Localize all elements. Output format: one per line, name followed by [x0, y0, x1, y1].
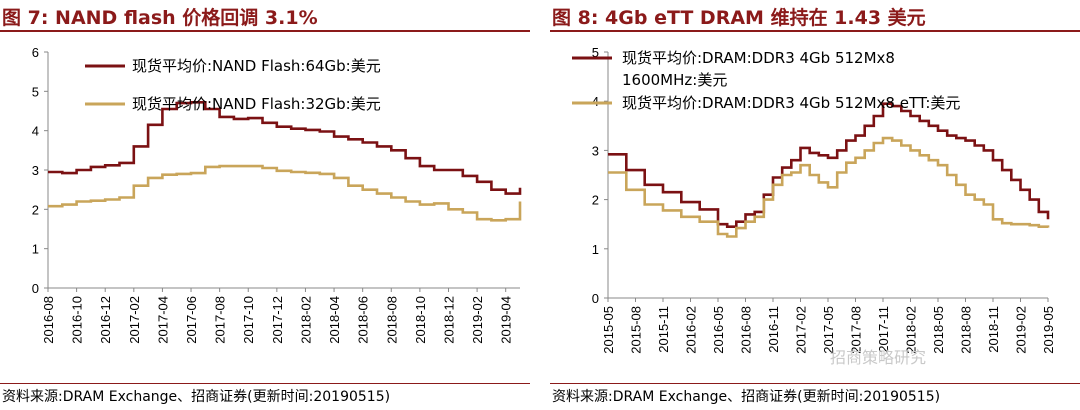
x-tick-label: 2015-08: [629, 306, 644, 354]
x-tick-label: 2017-08: [213, 296, 228, 344]
x-tick-label: 2016-08: [41, 296, 56, 344]
y-tick-label: 4: [32, 124, 39, 139]
x-tick-label: 2017-02: [127, 296, 142, 344]
x-tick-label: 2016-11: [766, 306, 781, 353]
figure-7-source: 资料来源:DRAM Exchange、招商证券(更新时间:20190515): [2, 389, 391, 405]
y-tick-label: 5: [32, 84, 39, 99]
nand-price-chart: 0 1 2 3 4 5 6 2016-08 2016-10 2016-12 2017-02 2017-…: [32, 45, 522, 344]
x-tick-label: 2018-02: [298, 296, 313, 344]
series-line-0: [608, 102, 1050, 228]
legend-label-0: 1600MHz:美元: [622, 71, 727, 89]
figure-8-title-rule: [550, 30, 1080, 32]
dram-price-chart: 0123452015-052015-082015-112016-022016-0…: [572, 45, 1056, 354]
y-tick-label: 5: [592, 45, 599, 60]
y-tick-label: 6: [32, 45, 39, 60]
x-tick-label: 2018-12: [441, 296, 456, 344]
x-tick-label: 2017-04: [155, 296, 170, 344]
x-tick-label: 2018-08: [384, 296, 399, 344]
x-tick-label: 2017-06: [184, 296, 199, 344]
x-tick-label: 2018-06: [356, 296, 371, 344]
x-tick-label: 2016-12: [98, 296, 113, 344]
legend-label-0: 现货平均价:DRAM:DDR3 4Gb 512Mx8: [622, 49, 895, 67]
x-tick-label: 2016-02: [684, 306, 699, 354]
y-tick-label: 1: [592, 242, 599, 257]
y-tick-label: 3: [32, 163, 39, 178]
x-tick-label: 2017-02: [794, 306, 809, 354]
x-tick-label: 2017-10: [241, 296, 256, 344]
x-tick-label: 2019-04: [499, 296, 514, 344]
series-line-0: [48, 101, 522, 195]
x-tick-label: 2018-04: [327, 296, 342, 344]
x-tick-label: 2018-05: [931, 306, 946, 354]
y-tick-label: 0: [592, 291, 599, 306]
figure-7-title: 图 7: NAND flash 价格回调 3.1%: [2, 7, 318, 29]
x-tick-label: 2016-05: [711, 306, 726, 354]
figure-8-panel: 图 8: 4Gb eTT DRAM 维持在 1.43 美元 0123452015…: [550, 0, 1080, 410]
wechat-watermark: 招商策略研究: [830, 348, 927, 367]
y-tick-label: 0: [32, 281, 39, 296]
legend-label-1: 现货平均价:DRAM:DDR3 4Gb 512Mx8 eTT:美元: [622, 94, 960, 112]
x-tick-label: 2016-10: [70, 296, 85, 344]
x-tick-label: 2015-11: [656, 306, 671, 353]
legend-label-0: 现货平均价:NAND Flash:64Gb:美元: [132, 57, 381, 75]
legend-label-1: 现货平均价:NAND Flash:32Gb:美元: [132, 95, 381, 113]
series-line-1: [48, 164, 522, 222]
y-tick-label: 3: [592, 143, 599, 158]
y-tick-label: 2: [32, 202, 39, 217]
x-tick-label: 2018-10: [413, 296, 428, 344]
figure-8-source-rule: [550, 383, 1080, 384]
x-tick-label: 2018-11: [986, 306, 1001, 353]
figure-8-source: 资料来源:DRAM Exchange、招商证券(更新时间:20190515): [552, 389, 941, 405]
x-tick-label: 2019-02: [1014, 306, 1029, 354]
x-tick-label: 2017-05: [821, 306, 836, 354]
x-tick-label: 2018-02: [904, 306, 919, 354]
series-line-1: [608, 136, 1050, 238]
x-tick-label: 2017-11: [876, 306, 891, 353]
x-tick-label: 2019-05: [1041, 306, 1056, 354]
x-tick-label: 2016-08: [739, 306, 754, 354]
x-tick-label: 2015-05: [601, 306, 616, 354]
x-tick-label: 2019-02: [470, 296, 485, 344]
y-tick-label: 2: [592, 193, 599, 208]
figure-7-panel: 图 7: NAND flash 价格回调 3.1% 0 1 2 3 4 5 6 2016-08…: [0, 0, 530, 410]
y-tick-label: 1: [32, 242, 39, 257]
x-tick-label: 2018-08: [959, 306, 974, 354]
x-tick-label: 2017-08: [849, 306, 864, 354]
figure-8-title: 图 8: 4Gb eTT DRAM 维持在 1.43 美元: [552, 7, 926, 29]
figure-7-title-rule: [0, 30, 530, 32]
figure-7-source-rule: [0, 383, 530, 384]
x-tick-label: 2017-12: [270, 296, 285, 344]
